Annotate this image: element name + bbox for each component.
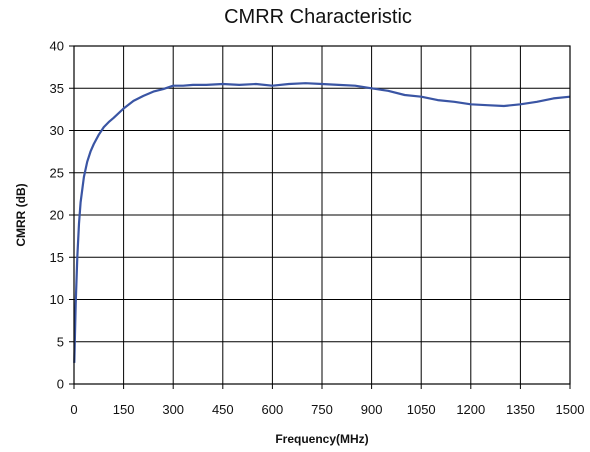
y-tick-label: 25: [50, 165, 64, 180]
series-layer: [73, 82, 571, 363]
y-tick-label: 10: [50, 292, 64, 307]
x-axis-label: Frequency(MHz): [275, 432, 368, 446]
x-tick-label: 1050: [407, 402, 436, 417]
y-tick-label: 15: [50, 250, 64, 265]
y-tick-label: 40: [50, 39, 64, 54]
y-tick-label: 30: [50, 123, 64, 138]
chart-title: CMRR Characteristic: [224, 6, 412, 28]
x-tick-label: 1200: [456, 402, 485, 417]
y-tick-label: 0: [57, 377, 64, 392]
x-tick-label: 600: [262, 402, 284, 417]
x-tick-label: 1500: [556, 402, 585, 417]
x-tick-label: 900: [361, 402, 383, 417]
x-tick-label: 1350: [506, 402, 535, 417]
x-tick-label: 0: [70, 402, 77, 417]
y-axis-label: CMRR (dB): [14, 183, 28, 246]
y-tick-label: 20: [50, 208, 64, 223]
x-tick-label: 300: [162, 402, 184, 417]
y-tick-label: 35: [50, 81, 64, 96]
x-tick-label: 450: [212, 402, 234, 417]
plot-area-frame: [73, 45, 571, 385]
cmrr-series-line: [73, 82, 571, 363]
grid: [69, 45, 571, 389]
x-tick-label: 750: [311, 402, 333, 417]
x-tick-label: 150: [113, 402, 135, 417]
y-tick-label: 5: [57, 334, 64, 349]
y-tick-labels: 0 5 10 15 20 25 30 35 40: [50, 39, 64, 392]
x-tick-labels: 0 150 300 450 600 750 900 1050 1200 1350 1500: [70, 402, 584, 417]
